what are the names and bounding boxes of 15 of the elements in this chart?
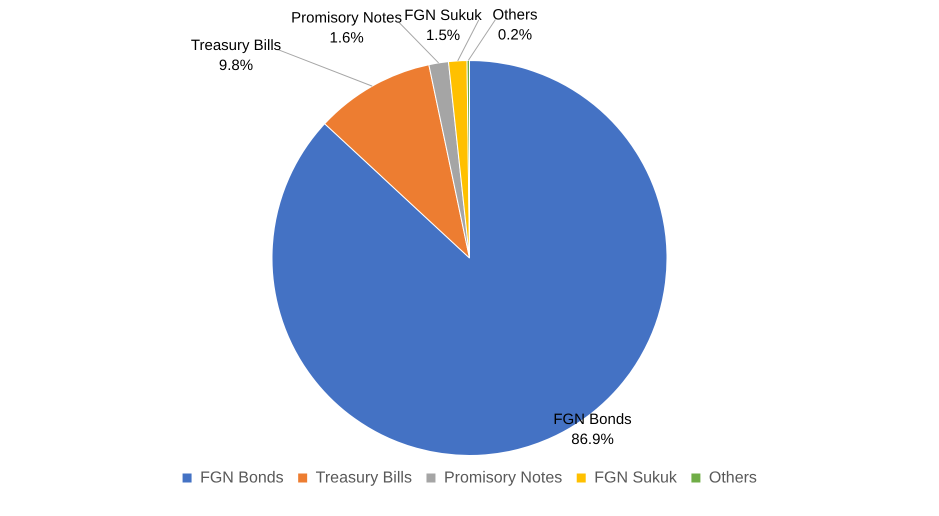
- legend-label: Others: [708, 469, 757, 486]
- legend-label: FGN Bonds: [200, 469, 284, 486]
- data-label: 1.5%: [426, 27, 460, 44]
- legend-label: FGN Sukuk: [594, 469, 678, 486]
- data-label: 86.9%: [571, 430, 614, 448]
- slice-label: Promisory Notes: [291, 10, 402, 27]
- data-label: 1.6%: [329, 30, 364, 47]
- slice-label: Treasury Bills: [190, 36, 282, 54]
- data-label: 9.8%: [218, 56, 254, 74]
- legend-label: Treasury Bills: [316, 469, 412, 486]
- slice-label: FGN Bonds: [553, 410, 632, 428]
- data-label: 0.2%: [498, 26, 532, 44]
- legend-label: Promisory Notes: [444, 469, 562, 486]
- slice-label: Others: [492, 6, 538, 24]
- slice-label: FGN Sukuk: [404, 7, 482, 24]
